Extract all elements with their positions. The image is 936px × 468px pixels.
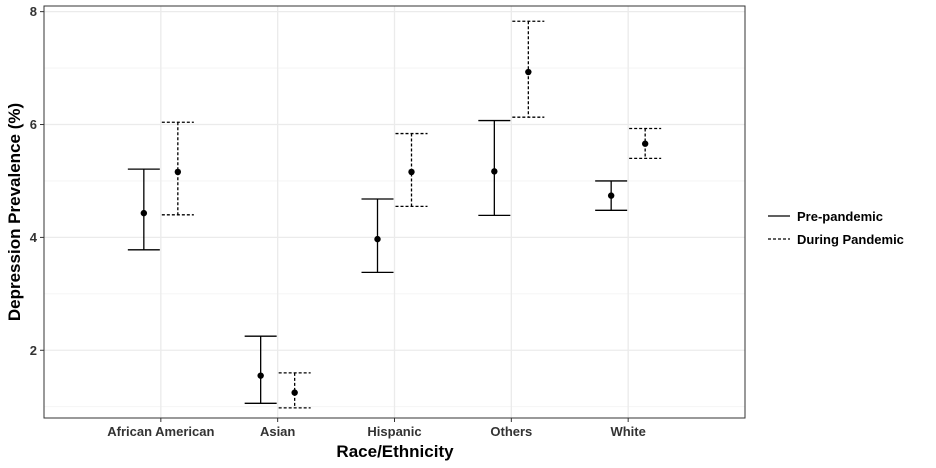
y-tick-label: 4	[30, 230, 38, 245]
legend: Pre-pandemic During Pandemic	[768, 209, 904, 247]
x-tick-label: Asian	[260, 424, 295, 439]
data-point	[140, 209, 148, 217]
x-tick-label: Others	[490, 424, 532, 439]
data-point	[641, 140, 649, 147]
x-tick-label: Hispanic	[367, 424, 421, 439]
series-layer	[127, 20, 662, 409]
y-tick-label: 2	[30, 343, 37, 358]
x-tick-label: White	[610, 424, 645, 439]
data-point	[607, 192, 615, 199]
panel-border	[43, 5, 746, 419]
data-point	[174, 168, 182, 176]
data-point	[374, 235, 381, 243]
data-point	[257, 372, 264, 379]
data-point	[525, 68, 532, 76]
data-point	[408, 168, 415, 176]
x-axis-title: Race/Ethnicity	[336, 442, 454, 461]
y-axis-title: Depression Prevalence (%)	[5, 103, 24, 321]
data-point	[491, 168, 498, 175]
legend-label-pre-pandemic: Pre-pandemic	[797, 209, 883, 224]
grid-layer	[44, 6, 745, 418]
y-tick-label: 6	[30, 117, 37, 132]
data-point	[291, 389, 298, 396]
x-tick-label: African American	[107, 424, 214, 439]
x-axis-ticks: African American Asian Hispanic Others White	[107, 418, 646, 439]
legend-label-during-pandemic: During Pandemic	[797, 232, 904, 247]
y-tick-label: 8	[30, 4, 37, 19]
y-axis-ticks: 2 4 6 8	[30, 4, 44, 358]
